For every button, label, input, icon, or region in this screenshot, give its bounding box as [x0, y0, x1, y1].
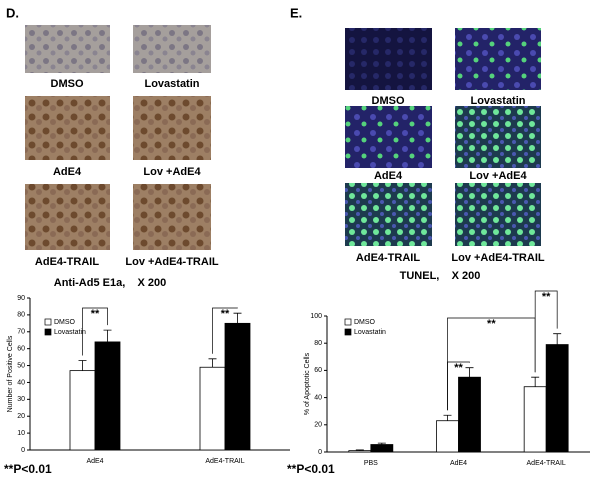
caption: AdE4 — [374, 170, 403, 182]
y-tick-label: 0 — [21, 447, 25, 454]
caption: Lovastatin — [470, 95, 525, 107]
y-tick-label: 40 — [17, 379, 25, 386]
stain-label: Anti-Ad5 E1a, X 200 — [54, 277, 166, 289]
panel-label: E. — [290, 5, 302, 20]
error-bar — [531, 376, 540, 387]
y-tick-label: 70 — [17, 329, 25, 336]
x-tick-label: AdE4-TRAIL — [205, 458, 244, 465]
legend-label: DMSO — [54, 319, 76, 326]
bar — [69, 370, 96, 451]
y-axis-label: Number of Positive Cells — [7, 335, 14, 412]
y-tick-label: 20 — [17, 413, 25, 420]
bar — [458, 376, 481, 453]
x-tick-label: PBS — [364, 460, 378, 467]
micrograph — [345, 106, 432, 168]
error-bar — [443, 414, 452, 421]
caption: Lov +AdE4-TRAIL — [125, 256, 218, 268]
error-bar — [377, 442, 386, 445]
stain-label: TUNEL, X 200 — [400, 270, 481, 282]
x-tick-label: AdE4 — [450, 460, 467, 467]
bar — [348, 450, 372, 453]
micrograph — [133, 184, 211, 250]
error-bar — [208, 358, 217, 368]
bar — [224, 322, 251, 451]
y-tick-label: 50 — [17, 362, 25, 369]
error-bar — [355, 449, 364, 451]
y-tick-label: 90 — [17, 295, 25, 302]
panel-label: D. — [6, 5, 19, 20]
caption: Lov +AdE4 — [469, 170, 527, 182]
bar — [370, 444, 394, 453]
y-axis-label: % of Apoptotic Cells — [304, 352, 311, 415]
panel-d-images — [25, 25, 211, 250]
footnote: **P<0.01 — [4, 462, 52, 476]
bar — [199, 366, 226, 451]
y-tick-label: 100 — [310, 313, 322, 320]
panel-e-images — [345, 28, 541, 246]
bar — [545, 344, 569, 453]
y-tick-label: 20 — [314, 422, 322, 429]
significance-label: ** — [91, 308, 100, 320]
micrograph — [345, 183, 432, 246]
caption: AdE4 — [53, 166, 82, 178]
bar — [523, 386, 547, 453]
error-bar — [465, 367, 474, 378]
y-tick-label: 60 — [17, 346, 25, 353]
footnote: **P<0.01 — [287, 462, 335, 476]
y-tick-label: 60 — [314, 367, 322, 374]
caption: Lov +AdE4 — [143, 166, 201, 178]
micrograph — [345, 28, 432, 90]
y-tick-label: 40 — [314, 394, 322, 401]
error-bar — [78, 360, 87, 371]
legend-swatch — [344, 318, 352, 326]
significance-label: ** — [221, 308, 230, 320]
micrograph — [455, 183, 541, 246]
x-tick-label: AdE4 — [86, 458, 103, 465]
micrograph — [133, 25, 211, 73]
micrograph — [25, 25, 110, 73]
legend-label: Lovastatin — [354, 329, 386, 336]
significance-bracket — [447, 317, 536, 411]
caption: DMSO — [51, 78, 84, 90]
caption: AdE4-TRAIL — [356, 252, 420, 264]
significance-label: ** — [487, 318, 496, 330]
micrograph — [455, 106, 541, 168]
y-tick-label: 80 — [314, 340, 322, 347]
caption: AdE4-TRAIL — [35, 256, 99, 268]
y-tick-label: 0 — [318, 449, 322, 456]
caption: Lov +AdE4-TRAIL — [451, 252, 544, 264]
legend-swatch — [44, 318, 52, 326]
y-tick-label: 30 — [17, 396, 25, 403]
micrograph — [25, 184, 110, 250]
significance-bracket — [82, 307, 108, 356]
legend-label: Lovastatin — [54, 329, 86, 336]
micrograph — [25, 96, 110, 160]
error-bar — [233, 312, 242, 324]
bar — [94, 341, 121, 451]
micrograph — [455, 28, 541, 90]
legend-label: DMSO — [354, 319, 376, 326]
significance-label: ** — [542, 291, 551, 303]
y-tick-label: 10 — [17, 430, 25, 437]
micrograph — [133, 96, 211, 160]
legend-swatch — [344, 328, 352, 336]
significance-label: ** — [454, 362, 463, 374]
significance-bracket — [212, 307, 238, 354]
error-bar — [103, 329, 112, 342]
caption: DMSO — [372, 95, 405, 107]
error-bar — [553, 333, 562, 345]
bar — [436, 420, 459, 453]
y-tick-label: 80 — [17, 312, 25, 319]
legend-swatch — [44, 328, 52, 336]
caption: Lovastatin — [144, 78, 199, 90]
x-tick-label: AdE4-TRAIL — [527, 460, 566, 467]
